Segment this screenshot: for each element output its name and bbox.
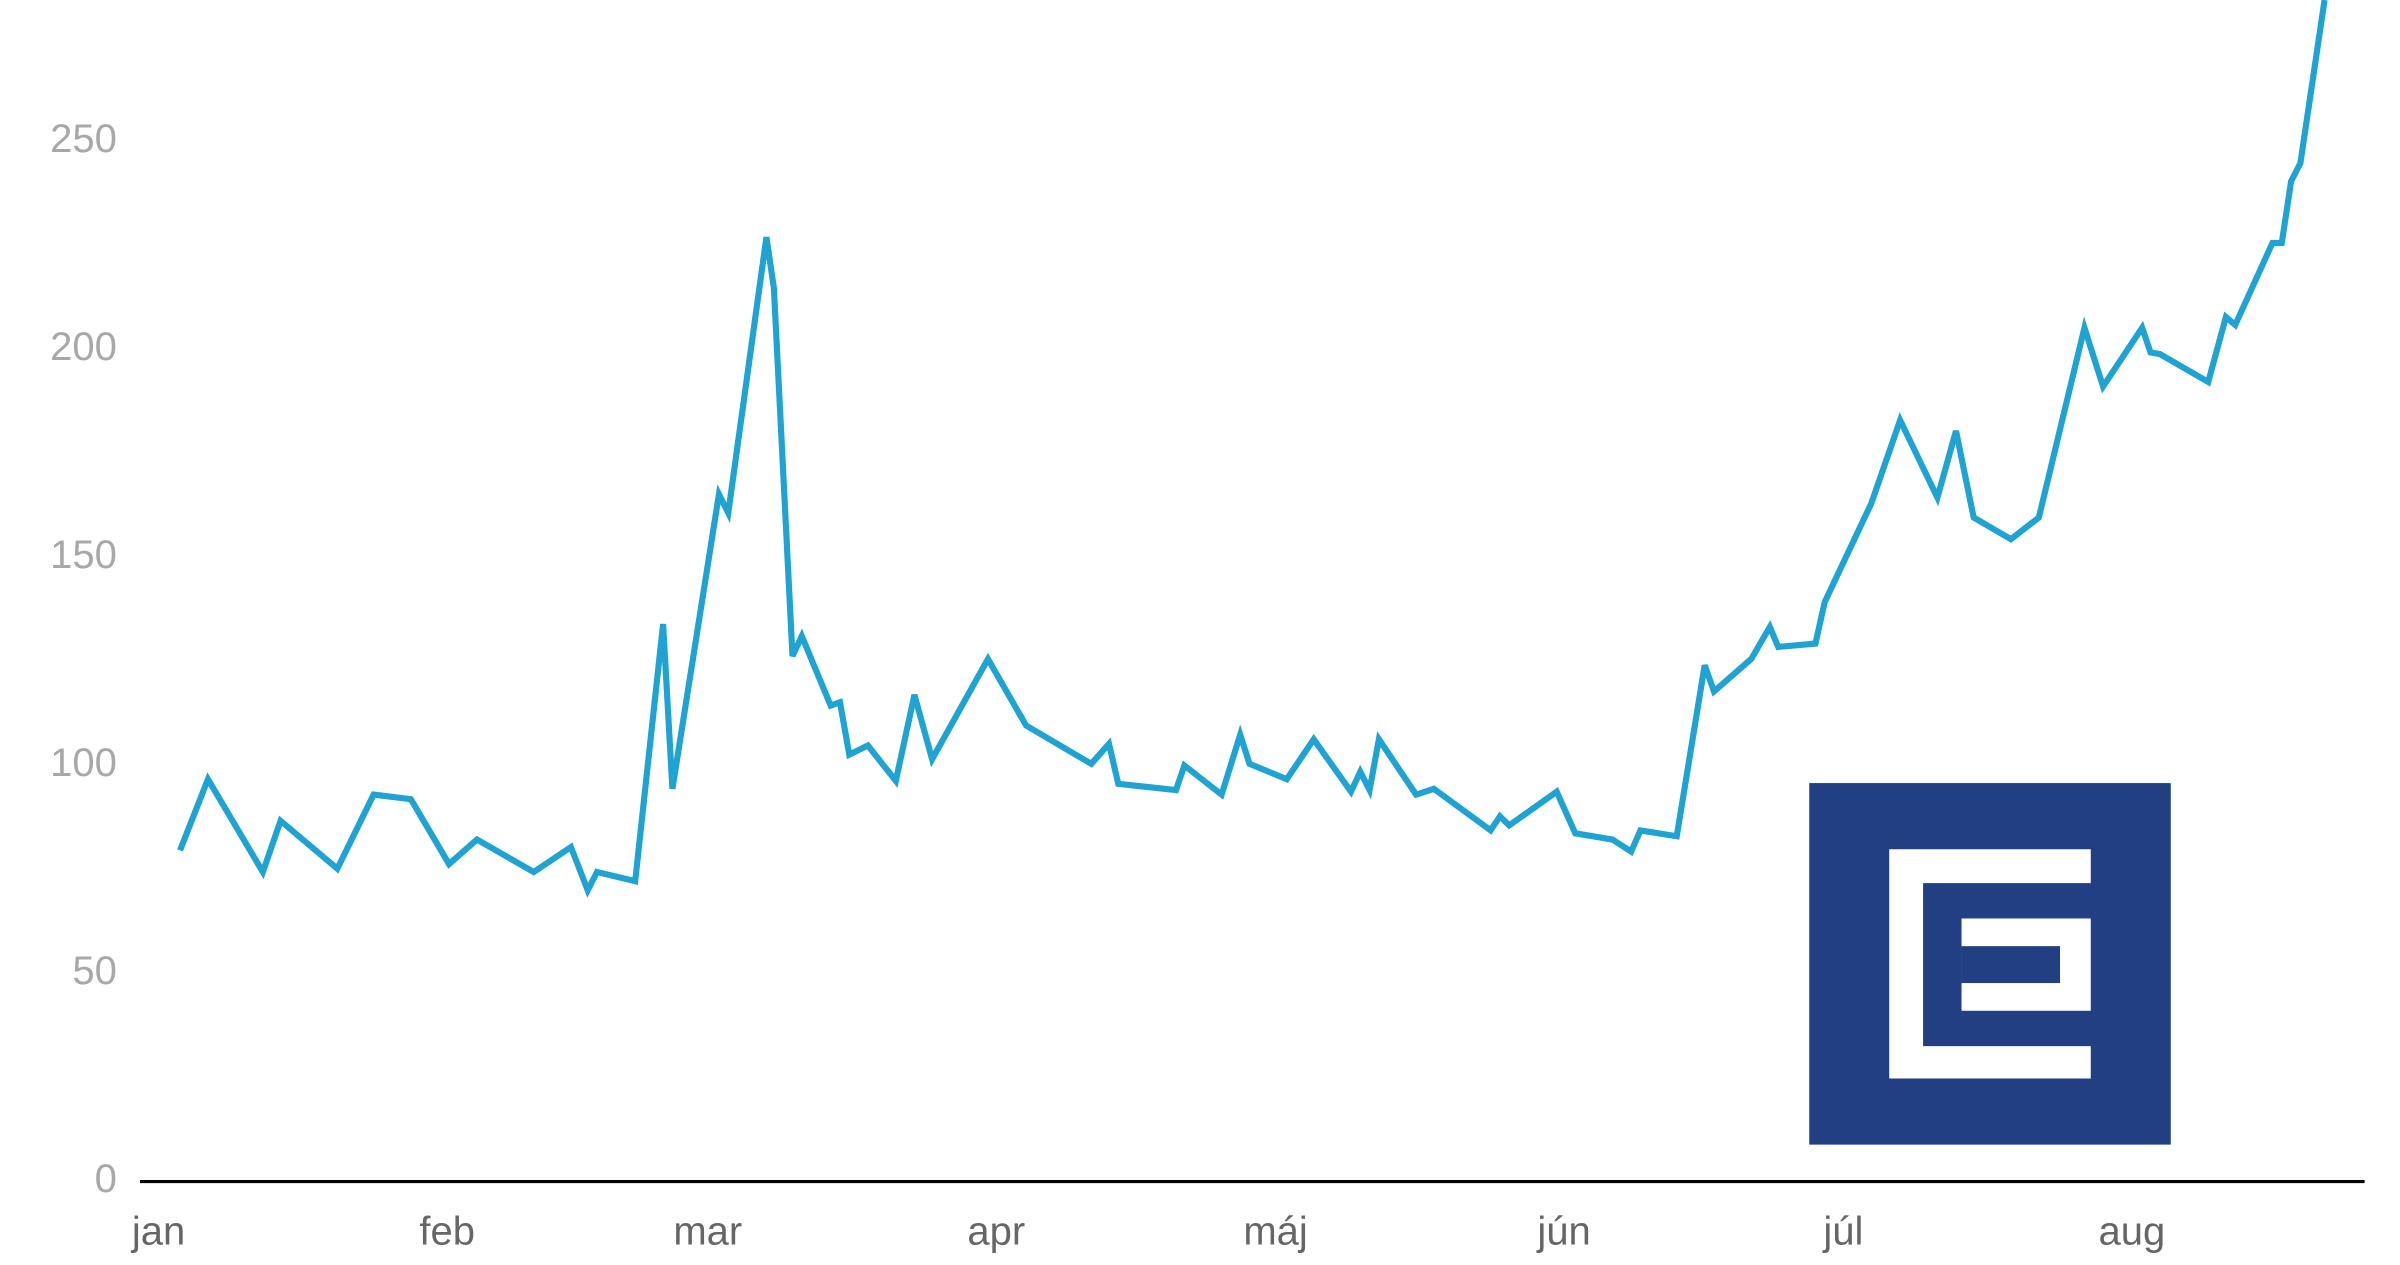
x-tick-label: aug — [2099, 1209, 2166, 1253]
x-tick-label: feb — [419, 1209, 475, 1253]
y-tick-label: 200 — [50, 325, 117, 369]
y-tick-label: 0 — [95, 1157, 117, 1201]
x-tick-label: júl — [1822, 1209, 1863, 1253]
x-tick-label: jan — [131, 1209, 185, 1253]
y-tick-label: 250 — [50, 117, 117, 161]
logo-mark — [1889, 849, 2091, 1079]
x-tick-label: apr — [967, 1209, 1025, 1253]
x-tick-label: jún — [1536, 1209, 1590, 1253]
data-line — [177, 0, 2328, 898]
x-tick-label: mar — [673, 1209, 742, 1253]
x-tick-label: máj — [1243, 1209, 1307, 1253]
y-tick-label: 150 — [50, 533, 117, 577]
logo — [1809, 783, 2171, 1145]
y-tick-label: 100 — [50, 741, 117, 785]
logo-mark — [1961, 946, 2060, 984]
y-tick-label: 50 — [72, 949, 117, 993]
